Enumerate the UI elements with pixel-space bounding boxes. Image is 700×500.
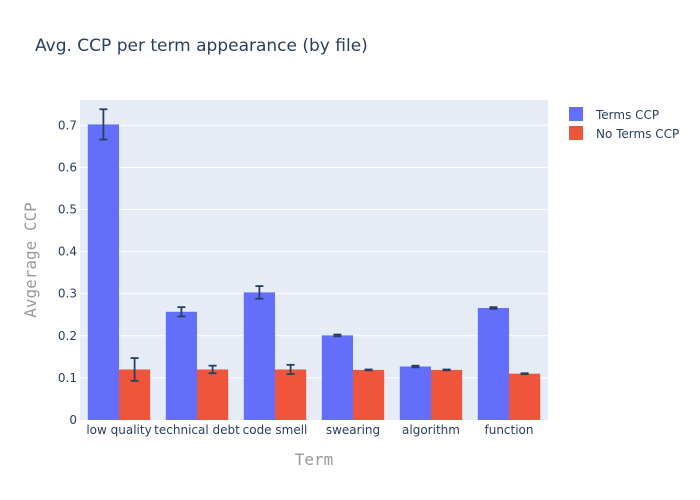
error-bar (520, 372, 529, 376)
bar-terms-ccp (321, 335, 353, 420)
bar-no-terms-ccp (353, 369, 385, 420)
error-bar (177, 306, 186, 318)
legend-label-terms-ccp: Terms CCP (595, 108, 659, 122)
bar-terms-ccp (477, 308, 509, 420)
legend-item-terms-ccp[interactable]: Terms CCP (569, 107, 659, 122)
y-tick-label: 0.6 (58, 160, 77, 174)
gridlines (80, 124, 548, 379)
error-bar (99, 108, 108, 141)
error-bar (130, 357, 139, 382)
legend-item-no-terms-ccp[interactable]: No Terms CCP (569, 126, 679, 141)
bars-group (87, 124, 541, 420)
error-bars-group (99, 108, 529, 382)
chart-title: Avg. CCP per term appearance (by file) (35, 36, 368, 56)
error-bar (333, 333, 342, 338)
error-bar (411, 364, 420, 369)
error-bar (255, 285, 264, 300)
x-tick-label: technical debt (154, 423, 240, 437)
y-axis-title: Avgerage CCP (21, 202, 40, 318)
y-tick-label: 0.5 (58, 202, 77, 216)
bar-no-terms-ccp (197, 369, 229, 420)
bar-no-terms-ccp (275, 369, 307, 420)
bar-terms-ccp (165, 311, 197, 420)
error-bar (442, 368, 451, 372)
y-tick-label: 0.1 (58, 371, 77, 385)
y-tick-label: 0 (69, 413, 77, 427)
x-tick-label: code smell (243, 423, 308, 437)
legend-label-no-terms-ccp: No Terms CCP (596, 127, 679, 141)
bar-terms-ccp (87, 124, 119, 420)
x-tick-label: algorithm (402, 423, 460, 437)
y-tick-label: 0.2 (58, 329, 77, 343)
y-axis-ticks: 0 0.1 0.2 0.3 0.4 0.5 0.6 0.7 (58, 118, 77, 427)
plot-area (80, 100, 548, 420)
bar-terms-ccp (243, 292, 275, 420)
x-axis-title: Term (295, 450, 334, 469)
x-tick-label: function (484, 423, 533, 437)
x-tick-label: low quality (86, 423, 151, 437)
legend-swatch-no-terms-ccp (569, 126, 583, 140)
bar-no-terms-ccp (509, 373, 541, 420)
x-tick-label: swearing (326, 423, 380, 437)
y-tick-label: 0.4 (58, 245, 77, 259)
error-bar (364, 368, 373, 372)
bar-no-terms-ccp (431, 369, 463, 420)
bar-terms-ccp (399, 366, 431, 420)
legend-swatch-terms-ccp (569, 107, 583, 121)
y-tick-label: 0.7 (58, 118, 77, 132)
x-axis-ticks: low quality technical debt code smell swear… (86, 423, 533, 437)
y-tick-label: 0.3 (58, 287, 77, 301)
error-bar (286, 363, 295, 376)
legend[interactable]: Terms CCP No Terms CCP (569, 107, 679, 141)
error-bar (489, 306, 498, 310)
error-bar (208, 364, 217, 375)
